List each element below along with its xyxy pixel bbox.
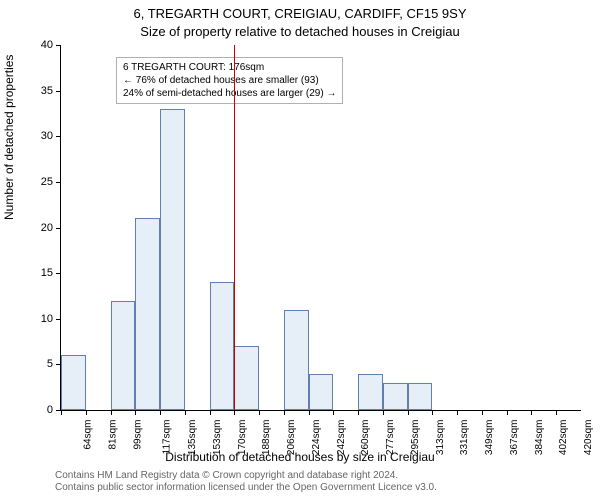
y-axis-label: Number of detached properties [2,55,16,220]
x-tick-mark [383,410,384,415]
histogram-bar [234,346,259,410]
histogram-bar [61,355,86,410]
footer-attribution: Contains HM Land Registry data © Crown c… [55,470,437,494]
x-tick-mark [507,410,508,415]
footer-line1: Contains HM Land Registry data © Crown c… [55,470,437,482]
histogram-bar [284,310,309,410]
x-tick-mark [408,410,409,415]
y-tick-mark [56,136,61,137]
chart-plot-area: 6 TREGARTH COURT: 176sqm ← 76% of detach… [60,45,581,411]
x-tick-mark [210,410,211,415]
y-tick-mark [56,182,61,183]
x-tick-mark [284,410,285,415]
histogram-bar [383,383,408,410]
chart-title-line2: Size of property relative to detached ho… [0,24,600,39]
x-tick-mark [160,410,161,415]
property-marker-line [234,45,235,410]
x-tick-mark [61,410,62,415]
annotation-line2: ← 76% of detached houses are smaller (93… [123,74,336,87]
histogram-bar [111,301,136,411]
footer-line2: Contains public sector information licen… [55,482,437,494]
x-tick-label: 99sqm [132,420,143,450]
x-tick-mark [482,410,483,415]
x-tick-mark [185,410,186,415]
x-tick-mark [457,410,458,415]
y-tick-mark [56,319,61,320]
x-tick-mark [309,410,310,415]
y-tick-mark [56,228,61,229]
x-tick-mark [531,410,532,415]
x-tick-label: 64sqm [83,420,94,450]
histogram-bar [210,282,235,410]
chart-title-line1: 6, TREGARTH COURT, CREIGIAU, CARDIFF, CF… [0,6,600,21]
x-tick-mark [333,410,334,415]
annotation-box: 6 TREGARTH COURT: 176sqm ← 76% of detach… [116,57,343,104]
x-tick-mark [111,410,112,415]
x-tick-mark [234,410,235,415]
y-tick-mark [56,91,61,92]
x-tick-mark [86,410,87,415]
histogram-bar [309,374,334,411]
x-tick-mark [432,410,433,415]
annotation-line3: 24% of semi-detached houses are larger (… [123,87,336,100]
y-tick-mark [56,45,61,46]
histogram-bar [135,218,160,410]
histogram-bar [358,374,383,411]
x-tick-mark [358,410,359,415]
y-tick-mark [56,273,61,274]
histogram-bar [160,109,185,410]
x-tick-mark [135,410,136,415]
histogram-bar [408,383,433,410]
x-tick-mark [556,410,557,415]
x-tick-label: 81sqm [107,420,118,450]
x-tick-mark [259,410,260,415]
annotation-line1: 6 TREGARTH COURT: 176sqm [123,61,336,74]
x-axis-label: Distribution of detached houses by size … [0,450,600,464]
